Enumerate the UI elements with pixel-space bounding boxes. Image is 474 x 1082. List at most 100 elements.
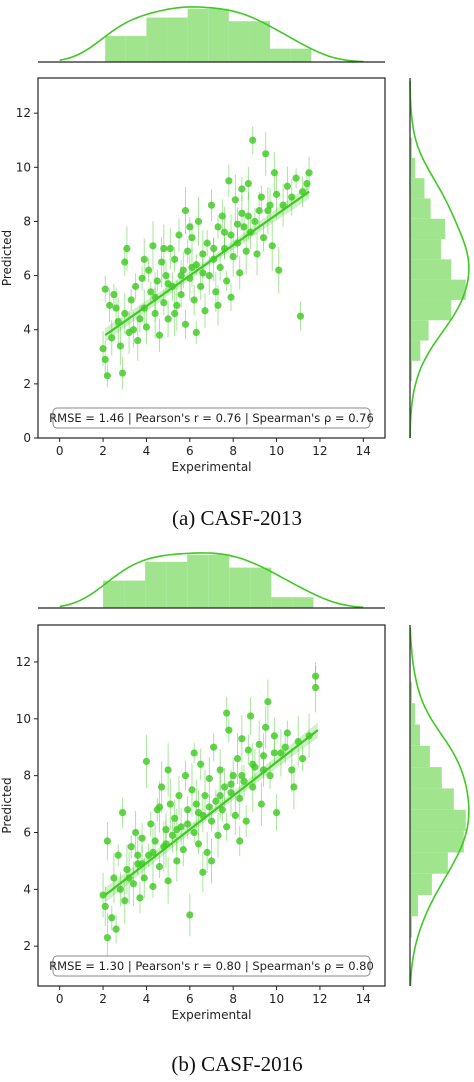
x-hist-bar [124,580,146,608]
x-tick-label: 0 [56,444,64,458]
data-point [164,280,172,288]
data-point [216,791,224,800]
data-point [218,212,226,220]
data-point [210,244,218,253]
data-point [175,791,183,800]
regression-line [104,729,319,896]
data-point [266,772,274,780]
data-point [179,845,187,854]
data-point [99,891,107,899]
data-point [259,752,268,760]
x-hist-bar [292,597,314,608]
y-tick-label: 12 [16,106,31,120]
data-point [277,749,285,757]
data-point [249,760,257,768]
data-point [164,877,172,885]
x-tick-label: 10 [269,444,284,458]
data-point [199,269,207,277]
data-point [175,231,183,239]
data-point [203,848,211,857]
data-point [231,196,239,204]
data-point [101,355,109,364]
data-point [207,817,216,825]
data-point [145,266,153,274]
x-hist-bar [125,36,147,62]
data-point [138,834,146,842]
data-point [173,301,181,309]
y-tick-label: 6 [23,826,31,840]
data-point [199,250,207,258]
data-point [249,136,257,144]
x-hist-bar [270,48,291,62]
data-point [268,242,276,250]
data-point [298,754,307,763]
y-tick-label: 8 [23,769,31,783]
data-point [105,301,114,309]
y-hist-bar [410,703,415,725]
data-point [112,304,120,312]
data-point [197,282,205,291]
y-hist-bar [410,831,464,853]
data-point [173,857,181,865]
data-point [283,182,292,190]
data-point [114,851,122,859]
data-point [171,255,179,263]
data-point [171,814,179,822]
data-point [149,882,157,891]
x-tick-label: 4 [143,992,151,1006]
data-point [171,309,179,318]
y-hist-bar [410,340,421,361]
x-hist-bar [187,8,209,63]
caption-casf-2016: (b) CASF-2016 [171,1052,303,1076]
data-point [158,258,166,266]
data-point [229,253,237,261]
data-point [108,334,116,342]
x-axis-label: Experimental [171,1008,251,1022]
y-hist-bar [410,745,430,768]
data-point [281,743,289,751]
data-point [190,828,198,837]
data-point [272,190,281,198]
x-hist-bar [228,21,250,62]
data-point [166,244,174,253]
data-point [255,740,263,748]
x-tick-label: 8 [229,992,237,1006]
data-point [138,274,146,282]
stats-box [52,407,371,429]
data-point [201,791,209,800]
x-tick-label: 8 [229,444,237,458]
y-hist-bar [410,198,431,219]
data-point [153,277,161,285]
data-point [160,244,168,253]
data-point [279,201,287,209]
data-point [249,783,257,791]
data-point [112,925,120,933]
data-point [207,857,216,865]
data-point [181,320,190,328]
data-point [255,207,263,215]
x-tick-label: 12 [312,444,327,458]
data-point [216,263,224,272]
y-hist-bar [410,299,452,321]
data-point [272,809,281,817]
data-point [238,209,246,217]
data-point [214,301,222,309]
data-point [127,296,135,304]
data-point [225,177,233,185]
data-point [108,914,116,922]
y-hist-bar [410,360,413,382]
stats-box [52,955,371,977]
data-point [190,749,198,757]
data-point [160,299,168,307]
data-point [164,315,172,323]
data-point [184,806,192,814]
y-tick-label: 2 [23,939,31,953]
data-point [251,217,259,226]
y-tick-label: 6 [23,269,31,283]
data-point [201,307,209,315]
data-point [162,271,170,280]
data-point [288,766,296,774]
plot-frame [37,77,386,439]
data-point [244,212,252,220]
data-point [118,369,127,377]
